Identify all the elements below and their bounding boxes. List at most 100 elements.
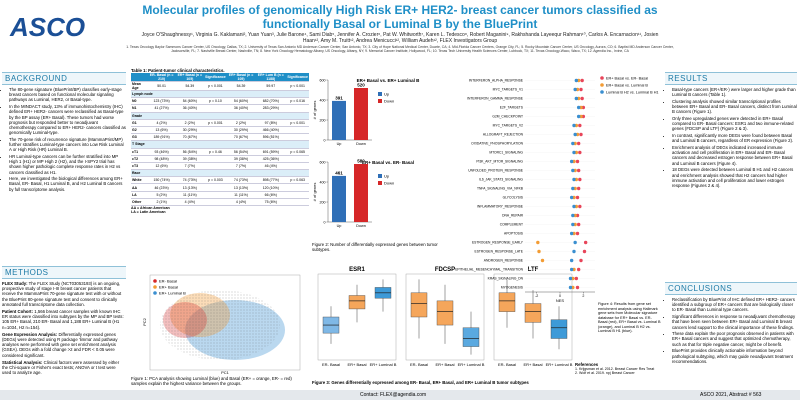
panel-title: ER+ Basal vs. ER+ Luminal B <box>357 78 421 83</box>
cell: 93 (46%) <box>147 148 176 156</box>
bullet: Basal-type cancers (ER+/ER-) were larger… <box>672 87 797 97</box>
footer: Contact: FLEX@agendia.com ASCO 2021, Abs… <box>0 390 800 400</box>
cell: 120 (10%) <box>255 183 287 192</box>
dot <box>572 177 576 182</box>
dot <box>575 159 580 164</box>
cell: p = 0.003 <box>204 176 227 185</box>
cell: 39 (38%) <box>226 155 256 163</box>
panel-title: ER+ Basal vs. ER- Basal <box>362 160 414 165</box>
header-cell: ER+ Basal (n = 105) <box>175 73 205 82</box>
text: The FLEX Study (NCT03053193) is an ongoi… <box>2 281 122 307</box>
axis-title: NES <box>556 298 565 303</box>
legend-label: Down <box>384 99 394 104</box>
dot <box>572 150 576 155</box>
y-tick-label: 200 <box>320 118 326 122</box>
legend-label: ER+ Basal vs. Luminal B <box>606 84 648 88</box>
cell <box>204 126 227 135</box>
cell: p < 0.001 <box>204 81 227 91</box>
cell: 30 (29%) <box>226 126 256 135</box>
pathway-label: MYOGENESIS <box>501 286 524 290</box>
box <box>348 295 366 310</box>
cell: 70 (67%) <box>175 133 205 142</box>
cell: 54 (60%) <box>175 97 205 106</box>
x-tick-label: ER+ Luminal B <box>458 362 485 367</box>
caption: Figure 3: Genes differentially expressed… <box>312 380 529 385</box>
dot <box>572 249 576 254</box>
row: LA 5 (2%) 11 (11%) 11 (11%) 66 (6%) <box>131 191 309 199</box>
pathway-label: GLYCOLYSIS <box>503 196 524 200</box>
box <box>550 319 568 339</box>
bullet: Reclassification by BluePrint of IHC def… <box>672 297 797 313</box>
contact: Contact: FLEX@agendia.com <box>360 392 427 398</box>
dot <box>573 132 577 137</box>
cell: 97 (8%) <box>255 119 287 127</box>
cell: 54.39 <box>175 81 205 91</box>
section-heading: RESULTS <box>665 72 797 85</box>
row: T Stage <box>131 140 309 149</box>
dot <box>578 150 582 155</box>
cell <box>286 198 309 207</box>
cell: 56 (54%) <box>175 148 205 156</box>
cell: 425 (36%) <box>255 155 287 163</box>
cell <box>286 126 309 135</box>
cell: 13 (13%) <box>175 183 205 192</box>
dot <box>575 195 580 200</box>
affiliations: 1. Texas Oncology Baylor Sammons Cancer … <box>126 45 674 54</box>
figure4-caption: Figure 4: Results from gene set enrichme… <box>598 302 662 334</box>
axis-title: PC1 <box>221 370 230 375</box>
bullet: These data explain the poor prognosis ob… <box>672 331 797 347</box>
cell: 36 (40%) <box>175 104 205 113</box>
axis-title: # of genes <box>312 101 317 120</box>
methods-section: METHODS FLEX Study: The FLEX Study (NCT0… <box>2 266 126 377</box>
cell: p = 0.46 <box>204 148 227 156</box>
bullet: HR Luminal-type cancers can be further s… <box>9 154 126 175</box>
y-tick-label: 0 <box>324 138 326 142</box>
dot <box>572 267 576 272</box>
legend-label: Up <box>384 92 390 97</box>
dot <box>579 132 583 137</box>
header-cell: ER- Basal (n = 210) <box>147 73 176 82</box>
dot <box>575 87 580 92</box>
cell <box>286 155 309 163</box>
x-tick-label: 0 <box>559 294 561 298</box>
ref-heading: References <box>575 362 599 367</box>
row: cT1 93 (46%) 56 (54%) p = 0.46 56 (54%) 691 (… <box>131 148 309 156</box>
cell: G2 <box>131 126 148 135</box>
legend-dot <box>600 76 604 80</box>
dot <box>576 267 581 272</box>
dot <box>574 78 579 83</box>
x-tick-label: Down <box>356 224 366 228</box>
x-tick-label: ER+ Luminal B <box>370 362 397 367</box>
cell: 66 (6%) <box>255 191 287 199</box>
legend-dot <box>153 291 157 295</box>
caption: Figure 1: PCA analysis showing Luminal (… <box>131 376 292 386</box>
dot <box>569 231 574 236</box>
table-caption: Table 1: Patient-tumor clinical characte… <box>131 68 225 73</box>
pathway-label: UNFOLDED_PROTEIN_RESPONSE <box>468 169 524 173</box>
value-label: 520 <box>357 83 365 88</box>
cell <box>286 162 309 171</box>
cell: 466 (40%) <box>255 126 287 135</box>
cell: Mean Age <box>131 81 148 91</box>
cell: 36 (40%) <box>226 104 256 113</box>
legend-swatch <box>378 99 382 103</box>
pathway-label: COMPLEMENT <box>500 223 523 227</box>
dot <box>576 96 581 101</box>
cell: 11 (11%) <box>226 191 256 199</box>
x-tick-label: Up <box>337 224 342 228</box>
dot <box>576 222 581 227</box>
legend-label: Down <box>384 181 394 186</box>
lead: Patient Cohort: <box>2 309 34 315</box>
dot <box>569 267 574 272</box>
cell: 54.39 <box>226 81 256 91</box>
cell: 2 (2%) <box>175 119 205 127</box>
legend-dot <box>600 83 604 87</box>
row: cT3 12 (6%) 7 (7%) 7 (7%) 46 (4%) <box>131 162 309 171</box>
dot <box>574 204 579 209</box>
value-label: 461 <box>335 170 343 175</box>
row: Race <box>131 169 309 178</box>
cell: Other <box>131 198 148 207</box>
cell: 59.97 <box>255 81 287 91</box>
dot <box>575 132 580 137</box>
